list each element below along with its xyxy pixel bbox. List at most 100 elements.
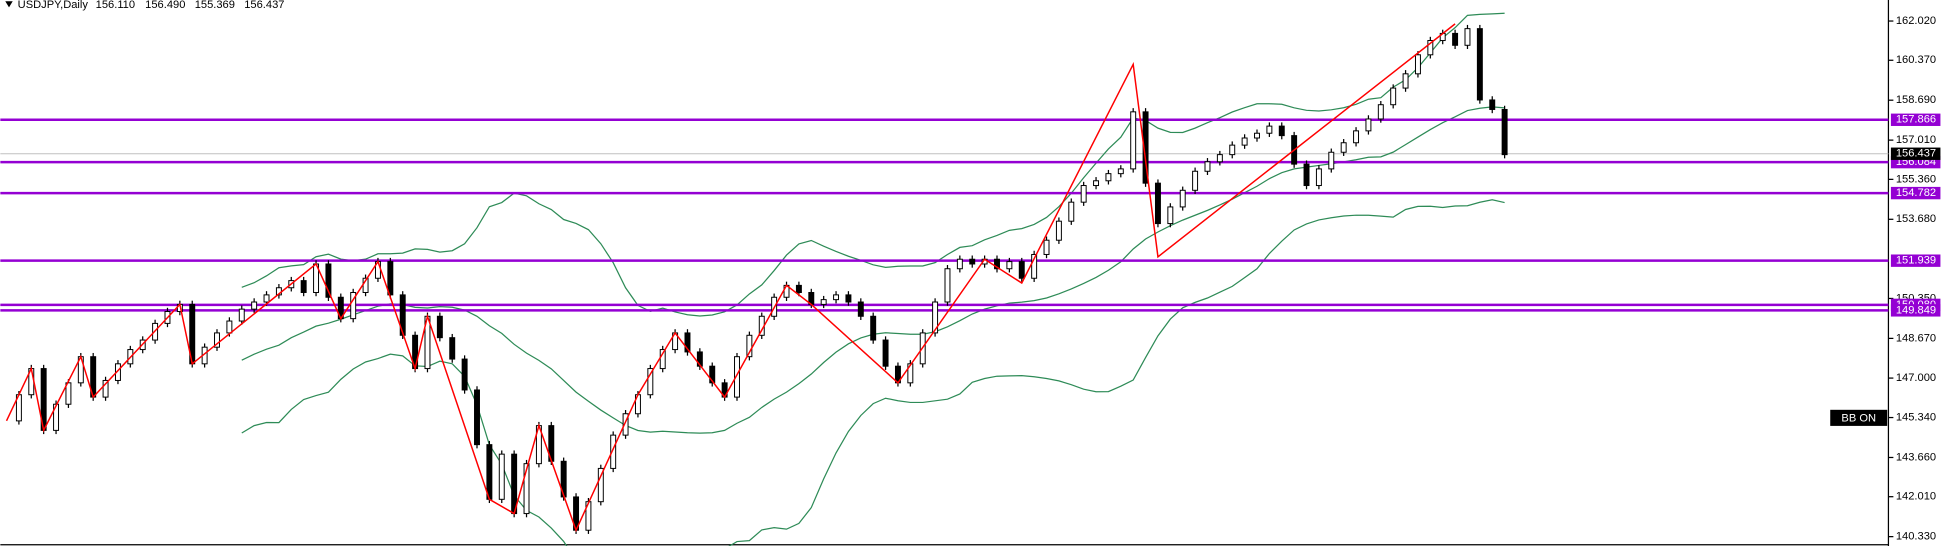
candle [238, 308, 245, 322]
candle [622, 413, 629, 436]
y-tick-label: 157.010 [1896, 134, 1936, 146]
y-tick-label: 143.660 [1896, 451, 1936, 463]
candle [523, 463, 530, 515]
candle [1353, 130, 1360, 144]
candle [1402, 73, 1409, 89]
candle [226, 320, 233, 334]
candle [214, 332, 220, 348]
candle [1328, 151, 1335, 170]
candle [845, 294, 852, 303]
y-tick-label: 142.010 [1896, 491, 1936, 503]
candle [251, 301, 258, 310]
candle [1266, 125, 1273, 134]
candle [1340, 142, 1347, 153]
candle [325, 263, 332, 298]
candle [833, 294, 840, 301]
bollinger-band [241, 199, 1505, 551]
candle [684, 332, 691, 353]
candle [1390, 87, 1397, 106]
candle [1464, 28, 1471, 46]
candle [436, 315, 443, 339]
candle [1031, 253, 1038, 279]
candle [647, 368, 654, 396]
candle [511, 453, 518, 515]
candle [1154, 182, 1161, 225]
candle [709, 365, 716, 384]
level-label-box [1890, 113, 1941, 126]
chart-title: USDJPY,Daily [18, 0, 89, 11]
candle [1476, 28, 1483, 101]
level-label: 154.782 [1896, 187, 1936, 199]
candle [944, 268, 951, 303]
candle [474, 389, 480, 446]
candle [300, 280, 307, 293]
candle [1377, 104, 1384, 120]
candle [102, 379, 109, 398]
level-label-box [1890, 186, 1941, 200]
price-label-box [1890, 147, 1941, 160]
y-tick-label: 153.680 [1896, 213, 1936, 225]
candle [1080, 185, 1087, 203]
candle [1303, 163, 1310, 187]
candle [1254, 132, 1260, 139]
ohlc-value: 156.437 [244, 0, 284, 11]
candle [1043, 239, 1050, 255]
y-tick-label: 148.670 [1896, 332, 1936, 344]
candle [1204, 161, 1211, 172]
level-label-box [1890, 254, 1941, 267]
y-tick-label: 145.340 [1896, 411, 1936, 423]
candle [994, 258, 1000, 270]
candle [746, 334, 753, 358]
ohlc-value: 156.490 [145, 0, 185, 11]
candle [932, 301, 939, 334]
candle [1489, 99, 1496, 110]
y-tick-label: 140.330 [1896, 531, 1936, 543]
candle [610, 434, 617, 469]
candle [969, 258, 976, 265]
candle [597, 467, 604, 503]
y-tick-label: 162.020 [1896, 15, 1936, 27]
candle [907, 363, 914, 384]
bollinger-band [241, 12, 1505, 317]
candle [1427, 40, 1434, 56]
indicator-label[interactable]: BB ON [1841, 412, 1876, 424]
y-tick-label: 155.360 [1896, 173, 1936, 185]
zigzag-line [5, 23, 1456, 533]
candle [1241, 137, 1248, 146]
candle [1117, 168, 1124, 175]
candle [387, 261, 394, 296]
candle [1365, 118, 1372, 132]
candle [1315, 168, 1322, 187]
menu-arrow[interactable] [5, 1, 13, 8]
candle [1414, 54, 1421, 75]
candle [1093, 180, 1100, 187]
candle [1142, 111, 1149, 184]
candle [1216, 154, 1223, 163]
level-label: 149.849 [1896, 304, 1936, 316]
price-label: 156.437 [1896, 148, 1936, 160]
candle [1501, 108, 1508, 156]
candle [399, 294, 406, 336]
candle [956, 258, 963, 270]
candle [1229, 144, 1236, 156]
y-tick-label: 147.000 [1896, 372, 1936, 384]
level-label: 157.866 [1896, 114, 1936, 126]
candle [498, 453, 505, 500]
ohlc-value: 156.110 [96, 0, 135, 11]
candle [870, 315, 877, 341]
candle [1192, 170, 1199, 191]
y-tick-label: 160.370 [1896, 54, 1936, 66]
ohlc-value: 155.369 [195, 0, 235, 11]
level-label-box [1890, 304, 1941, 317]
candle [857, 301, 864, 317]
candle [820, 299, 827, 305]
candle [1055, 220, 1062, 241]
candle [461, 358, 468, 391]
candle [882, 339, 889, 367]
candle [734, 356, 740, 398]
level-label: 151.939 [1896, 255, 1936, 267]
y-tick-label: 158.690 [1896, 94, 1936, 106]
candle [1130, 111, 1137, 170]
